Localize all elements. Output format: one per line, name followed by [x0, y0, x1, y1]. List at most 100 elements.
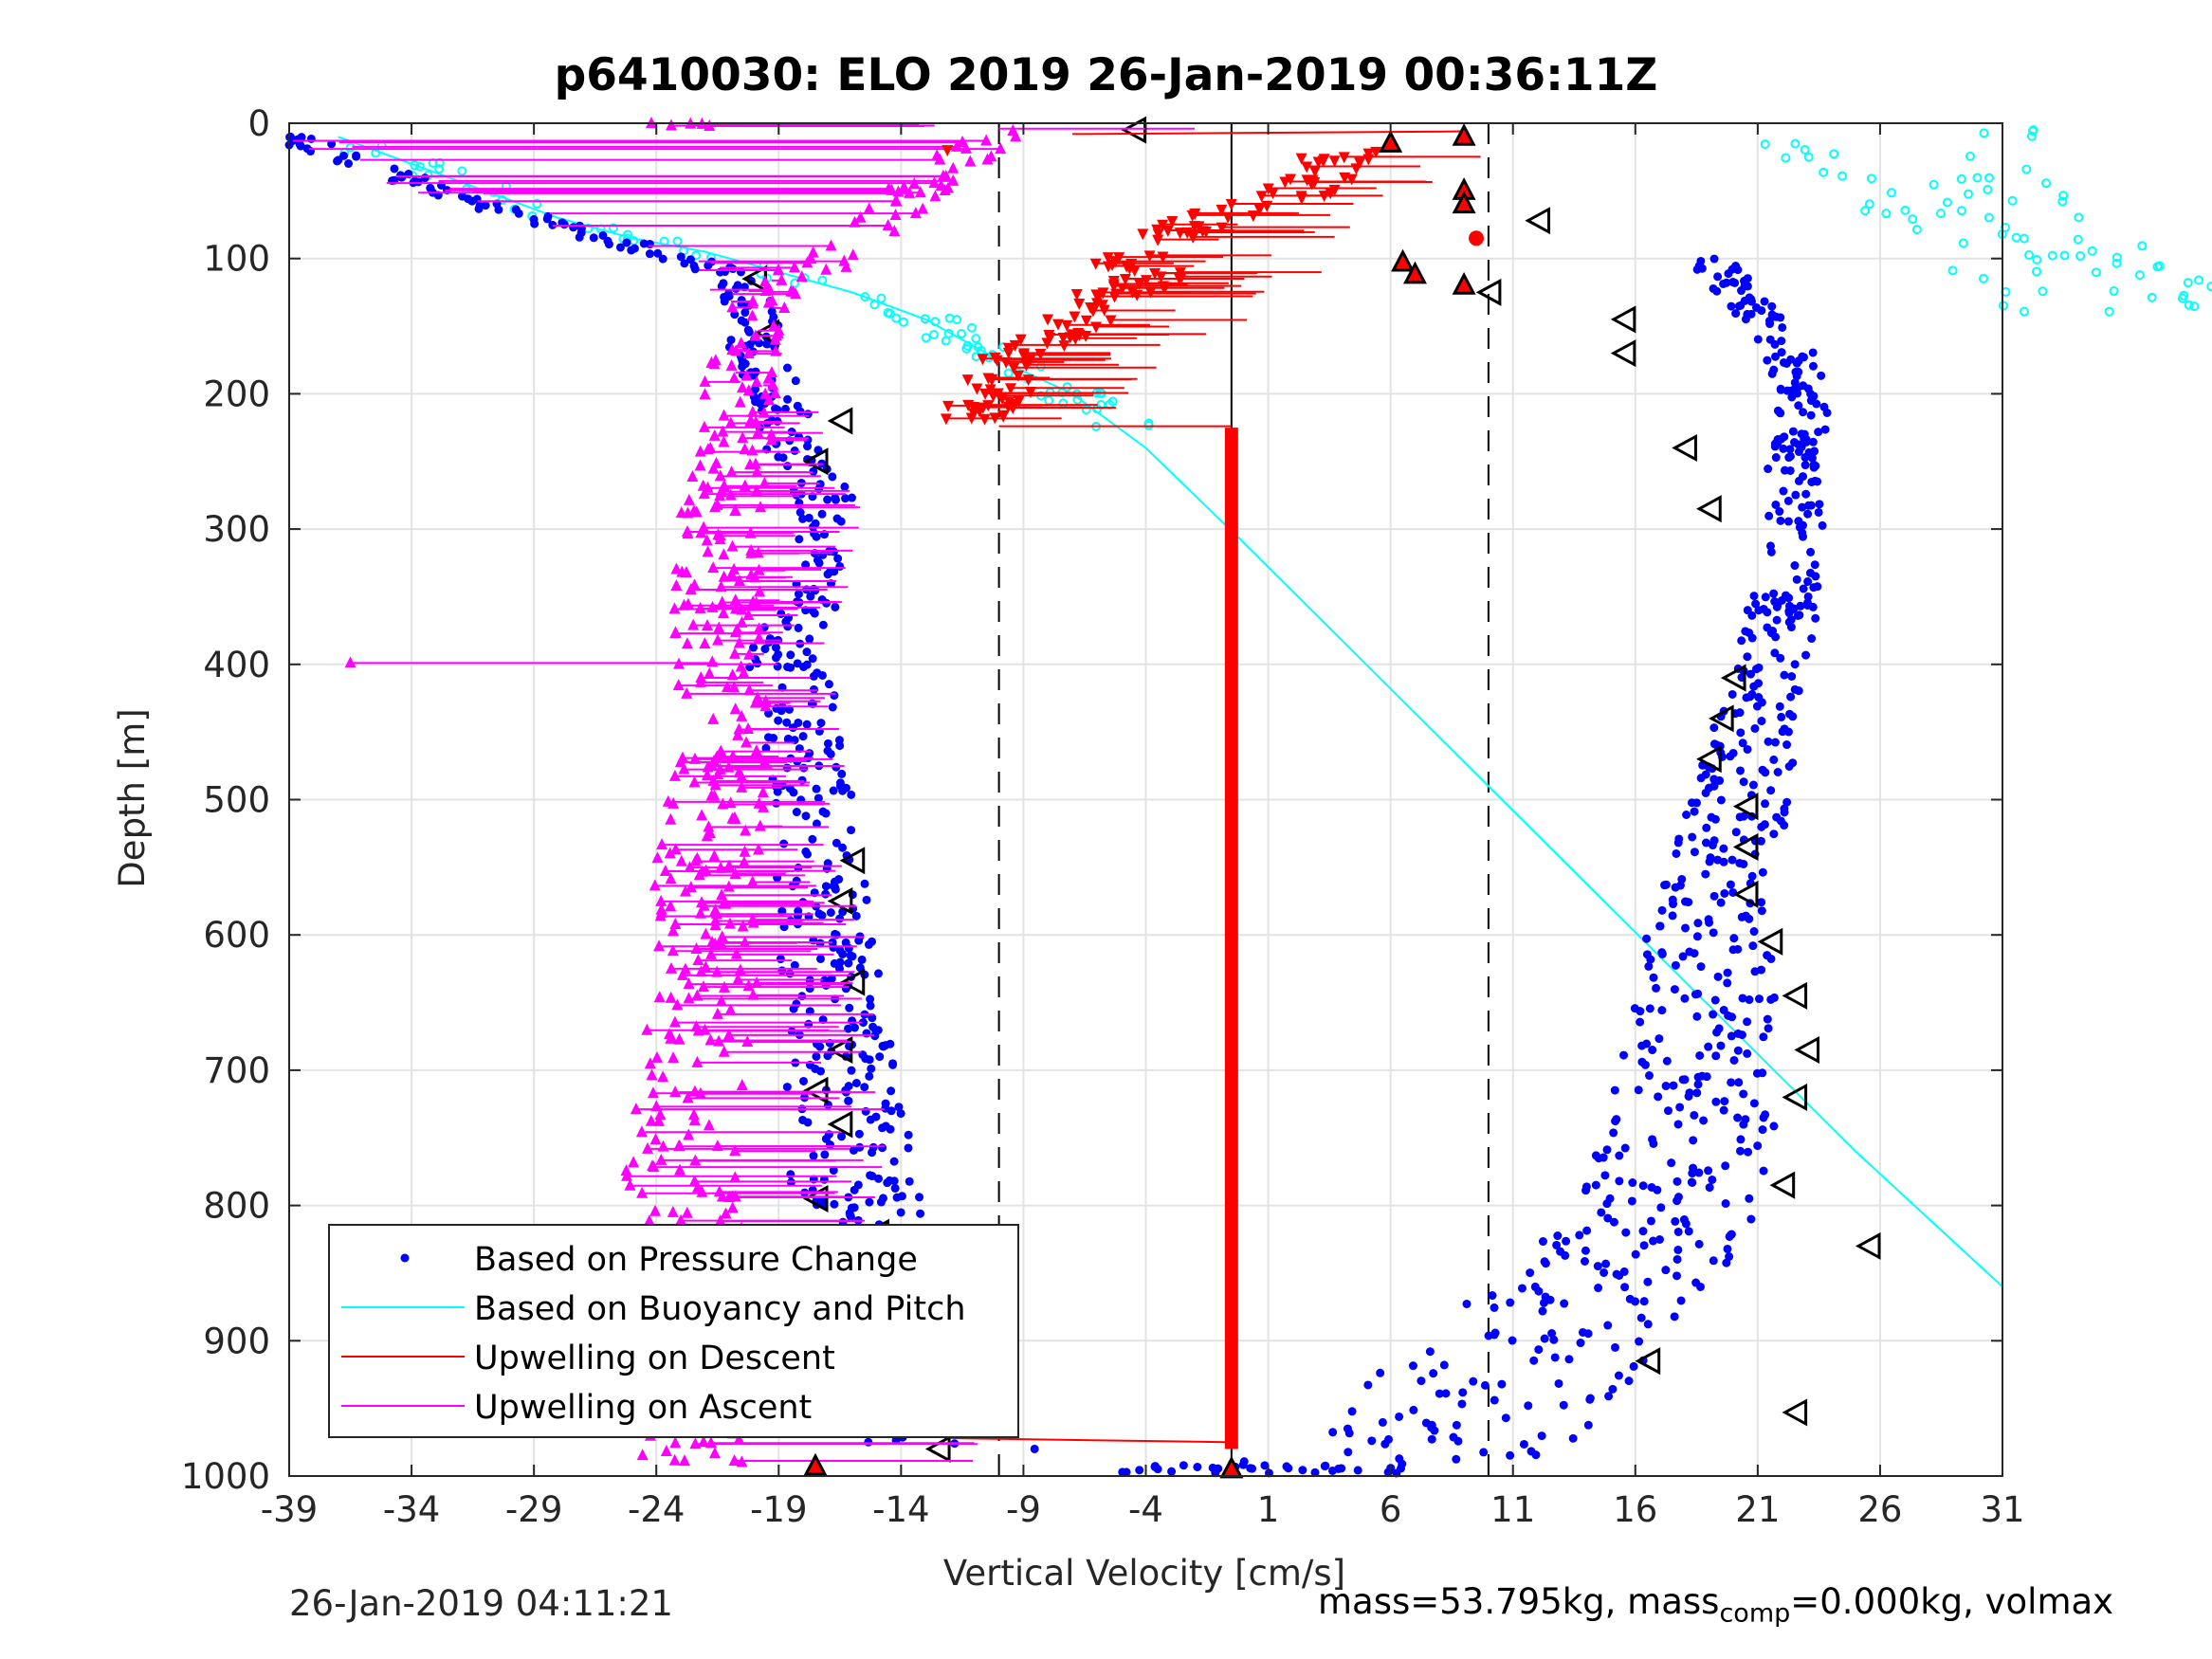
- buoyancy-pitch-point: [1058, 398, 1069, 409]
- pressure-change-point: [1642, 934, 1652, 943]
- upwelling-ascent-point: [665, 900, 677, 912]
- pressure-change-point: [589, 233, 598, 243]
- pressure-change-point: [1764, 465, 1773, 474]
- pressure-change-point: [894, 1103, 904, 1112]
- pressure-change-point: [809, 1151, 818, 1160]
- upwelling-ascent-point: [670, 579, 683, 592]
- upwelling-ascent-point: [763, 283, 776, 295]
- upwelling-ascent-point: [730, 947, 742, 959]
- buoyancy-pitch-point: [1881, 209, 1892, 219]
- pressure-change-point: [1670, 1312, 1679, 1322]
- pressure-change-point: [1759, 1032, 1768, 1042]
- upwelling-ascent-point: [768, 319, 780, 331]
- pressure-change-point: [1784, 453, 1794, 463]
- buoyancy-pitch-point: [2024, 250, 2035, 261]
- pressure-change-point: [1462, 1299, 1472, 1308]
- upwelling-ascent-point: [698, 420, 710, 432]
- pressure-change-point: [1754, 679, 1764, 688]
- velocity-marker-triangle: [1782, 981, 1808, 1010]
- pressure-change-point: [818, 807, 828, 816]
- upwelling-ascent-point: [621, 1169, 633, 1181]
- upwelling-ascent-point: [695, 671, 707, 684]
- pressure-change-point: [850, 1023, 859, 1032]
- pressure-change-point: [821, 889, 831, 899]
- buoyancy-pitch-point: [928, 329, 939, 339]
- upwelling-ascent-point: [680, 566, 692, 578]
- pressure-change-point: [529, 214, 539, 224]
- buoyancy-pitch-point: [1044, 395, 1054, 406]
- pressure-change-point: [744, 327, 754, 337]
- pressure-change-point: [1728, 748, 1738, 757]
- upwelling-ascent-point: [702, 760, 714, 773]
- pressure-change-point: [413, 177, 423, 187]
- upwelling-ascent-point: [725, 465, 738, 478]
- buoyancy-pitch-point: [457, 166, 467, 176]
- y-tick-label: 0: [247, 103, 270, 144]
- upwelling-ascent-point: [788, 261, 800, 273]
- pressure-change-point: [1675, 1103, 1685, 1112]
- pressure-change-point: [804, 513, 814, 522]
- upwelling-ascent-point: [681, 1206, 693, 1218]
- upwelling-descent-point: [1173, 273, 1185, 285]
- velocity-marker-triangle: [1732, 880, 1759, 908]
- upwelling-ascent-point: [708, 849, 721, 862]
- pressure-change-point: [1395, 1412, 1404, 1421]
- pressure-change-point: [883, 1178, 892, 1188]
- pressure-change-point: [1559, 1400, 1568, 1410]
- pressure-change-point: [1685, 947, 1694, 957]
- velocity-marker-triangle: [1525, 207, 1551, 235]
- pressure-change-point: [1810, 560, 1819, 570]
- buoyancy-pitch-point: [1781, 153, 1791, 163]
- pressure-change-point: [860, 1083, 869, 1092]
- upwelling-ascent-point: [717, 797, 729, 810]
- pressure-change-point: [1798, 528, 1807, 538]
- upwelling-ascent-point: [753, 622, 765, 634]
- pressure-change-point: [1660, 881, 1670, 890]
- pressure-change-point: [1728, 855, 1737, 865]
- pressure-change-point: [783, 462, 793, 471]
- x-tick-label: 11: [1490, 1489, 1535, 1530]
- upwelling-descent-point: [1362, 154, 1375, 166]
- pressure-change-point: [849, 1145, 858, 1155]
- pressure-change-point: [1636, 1313, 1646, 1322]
- pressure-change-point: [1757, 306, 1766, 316]
- upwelling-ascent-point: [747, 295, 759, 307]
- pressure-change-point: [1673, 1271, 1682, 1281]
- buoyancy-pitch-point: [1972, 173, 1983, 183]
- buoyancy-pitch-point: [1864, 199, 1874, 210]
- upwelling-ascent-point: [898, 180, 910, 192]
- pressure-change-point: [817, 509, 827, 519]
- buoyancy-pitch-point: [1800, 145, 1810, 155]
- pressure-change-point: [791, 376, 800, 386]
- pressure-change-point: [1801, 650, 1811, 660]
- pressure-change-point: [1773, 767, 1782, 776]
- legend-item: Based on Pressure Change: [400, 1241, 918, 1279]
- pressure-change-point: [844, 1024, 853, 1033]
- pressure-change-point: [837, 769, 847, 778]
- pressure-change-point: [834, 736, 844, 745]
- upwelling-ascent-point: [683, 992, 695, 1004]
- legend: Based on Pressure Change Based on Buoyanc…: [328, 1224, 1019, 1438]
- buoyancy-pitch-point: [1958, 238, 1968, 248]
- pressure-change-point: [1785, 465, 1795, 475]
- pressure-change-point: [1711, 1097, 1721, 1106]
- pressure-change-point: [1582, 1226, 1592, 1235]
- pressure-change-point: [686, 255, 695, 264]
- pressure-change-point: [1775, 507, 1784, 517]
- pressure-change-point: [1534, 1345, 1544, 1355]
- upwelling-ascent-point: [668, 1453, 681, 1466]
- upwelling-ascent-point: [778, 301, 791, 313]
- upwelling-ascent-point: [801, 256, 814, 268]
- upwelling-descent-point: [1339, 172, 1351, 184]
- pressure-change-point: [1384, 1434, 1394, 1444]
- pressure-change-point: [1807, 634, 1817, 644]
- velocity-marker-triangle: [1709, 704, 1734, 733]
- pressure-change-point: [1676, 1296, 1686, 1305]
- upwelling-ascent-point: [707, 462, 720, 474]
- upwelling-ascent-point: [718, 980, 730, 993]
- pressure-change-point: [1799, 584, 1808, 593]
- upwelling-ascent-point: [847, 248, 859, 261]
- pressure-change-point: [1801, 461, 1810, 470]
- pressure-change-point: [1193, 1462, 1202, 1471]
- pressure-change-point: [771, 643, 780, 652]
